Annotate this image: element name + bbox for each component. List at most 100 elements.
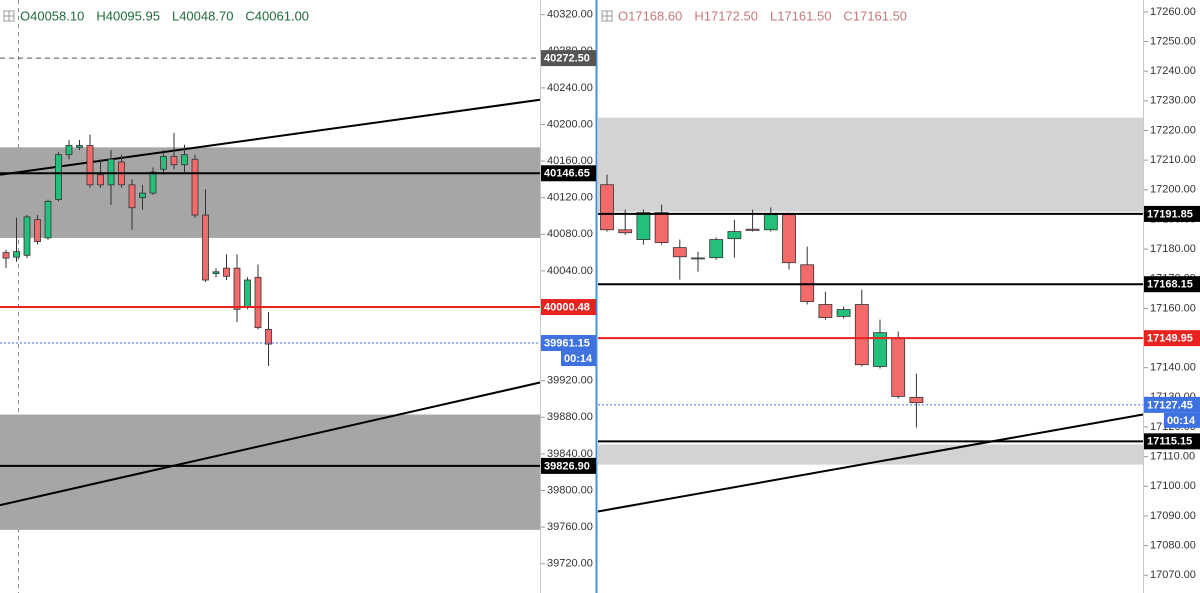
- candle-body: [160, 156, 167, 170]
- candle-body: [23, 216, 31, 256]
- zone: [0, 414, 540, 530]
- candle-body: [691, 257, 705, 260]
- y-tick-label: 40080.00: [547, 228, 593, 240]
- price-marker-label: 40000.48: [544, 301, 590, 313]
- y-tick-label: 39720.00: [547, 558, 593, 570]
- candle-body: [654, 212, 669, 243]
- y-tick-label: 17140.00: [1150, 362, 1196, 374]
- countdown: 00:14: [564, 353, 593, 365]
- candle-body: [2, 252, 10, 259]
- y-tick-label: 17180.00: [1150, 243, 1196, 255]
- candle-body: [76, 145, 83, 148]
- y-tick-label: 39800.00: [547, 484, 593, 496]
- ohlc-value: H17172.50: [694, 8, 758, 23]
- candle-body: [223, 267, 230, 277]
- candle-body: [672, 247, 687, 258]
- candle-body: [202, 214, 209, 281]
- candle-body: [233, 267, 241, 310]
- countdown: 00:14: [1167, 415, 1196, 427]
- candle-body: [727, 231, 742, 240]
- candle-body: [107, 158, 115, 186]
- candle-body: [13, 251, 20, 258]
- countdown-box: [561, 351, 596, 367]
- ohlc-value: C17161.50: [843, 8, 907, 23]
- ohlc-header: O17168.60 H17172.50 L17161.50 C17161.50: [601, 8, 907, 23]
- y-tick-label: 17250.00: [1150, 35, 1196, 47]
- price-marker: [541, 299, 596, 316]
- candle-body: [818, 304, 833, 318]
- candle-body: [873, 332, 887, 367]
- candle-body: [836, 309, 851, 317]
- y-tick-label: 39880.00: [547, 411, 593, 423]
- y-tick-label: 39840.00: [547, 448, 593, 460]
- ohlc-value: L40048.70: [172, 8, 233, 23]
- zone: [598, 444, 1143, 465]
- ohlc-value: O40058.10: [20, 8, 84, 23]
- candle-body: [34, 219, 41, 242]
- trendline: [0, 381, 541, 507]
- trendline: [597, 413, 1144, 513]
- candle-body: [181, 154, 188, 166]
- candle-body: [909, 396, 924, 404]
- candle-body: [618, 229, 633, 234]
- price-marker: [1144, 433, 1200, 450]
- y-tick-label: 40120.00: [547, 192, 593, 204]
- candle-body: [139, 192, 146, 199]
- y-tick-label: 17090.00: [1150, 510, 1196, 522]
- y-tick-label: 17110.00: [1150, 451, 1195, 463]
- candle-body: [244, 279, 251, 307]
- price-marker: [541, 50, 596, 67]
- y-tick-label: 17210.00: [1150, 154, 1196, 166]
- y-tick-label: 40040.00: [547, 265, 593, 277]
- candle-body: [149, 171, 157, 194]
- y-tick-label: 17070.00: [1150, 569, 1196, 581]
- candle-body: [800, 264, 815, 302]
- price-marker: [1144, 330, 1200, 347]
- y-tick-label: 17260.00: [1150, 6, 1196, 18]
- candle-body: [170, 156, 178, 166]
- price-marker-label: 40272.50: [544, 53, 590, 65]
- candle-body: [254, 276, 262, 329]
- price-marker-label: 17127.45: [1147, 399, 1193, 411]
- price-marker: [541, 335, 596, 352]
- price-marker-label: 17191.85: [1147, 208, 1193, 220]
- candle-body: [212, 271, 220, 275]
- price-marker-label: 39961.15: [544, 337, 590, 349]
- candle-body: [709, 239, 724, 259]
- price-marker: [541, 165, 596, 182]
- candle-body: [44, 200, 52, 239]
- candle-body: [65, 145, 73, 156]
- price-marker-label: 17115.15: [1147, 436, 1192, 448]
- y-tick-label: 17200.00: [1150, 184, 1196, 196]
- y-tick-label: 39920.00: [547, 375, 593, 387]
- y-tick-label: 40160.00: [547, 155, 593, 167]
- price-marker: [1144, 276, 1200, 293]
- candle-body: [636, 212, 651, 240]
- price-marker-label: 17149.95: [1147, 333, 1193, 345]
- candle-body: [891, 337, 906, 397]
- y-tick-label: 17230.00: [1150, 95, 1196, 107]
- y-tick-label: 40320.00: [547, 9, 593, 21]
- candle-body: [97, 174, 104, 186]
- ohlc-value: C40061.00: [245, 8, 309, 23]
- zone: [598, 117, 1143, 212]
- candle-body: [55, 154, 62, 200]
- y-tick-label: 17080.00: [1150, 539, 1196, 551]
- ohlc-value: H40095.95: [96, 8, 160, 23]
- price-marker-label: 39826.90: [544, 460, 590, 472]
- y-tick-label: 17100.00: [1150, 480, 1196, 492]
- y-tick-label: 17240.00: [1150, 65, 1196, 77]
- ohlc-header: O40058.10 H40095.95 L40048.70 C40061.00: [3, 8, 309, 23]
- candle-body: [86, 145, 94, 186]
- zone: [0, 147, 540, 238]
- candle-body: [600, 184, 614, 231]
- price-marker-label: 40146.65: [544, 168, 590, 180]
- y-tick-label: 39760.00: [547, 521, 593, 533]
- candle-body: [191, 158, 199, 216]
- price-marker: [541, 457, 596, 474]
- y-tick-label: 17160.00: [1150, 302, 1196, 314]
- candle-body: [128, 184, 136, 209]
- y-tick-label: 40240.00: [547, 82, 593, 94]
